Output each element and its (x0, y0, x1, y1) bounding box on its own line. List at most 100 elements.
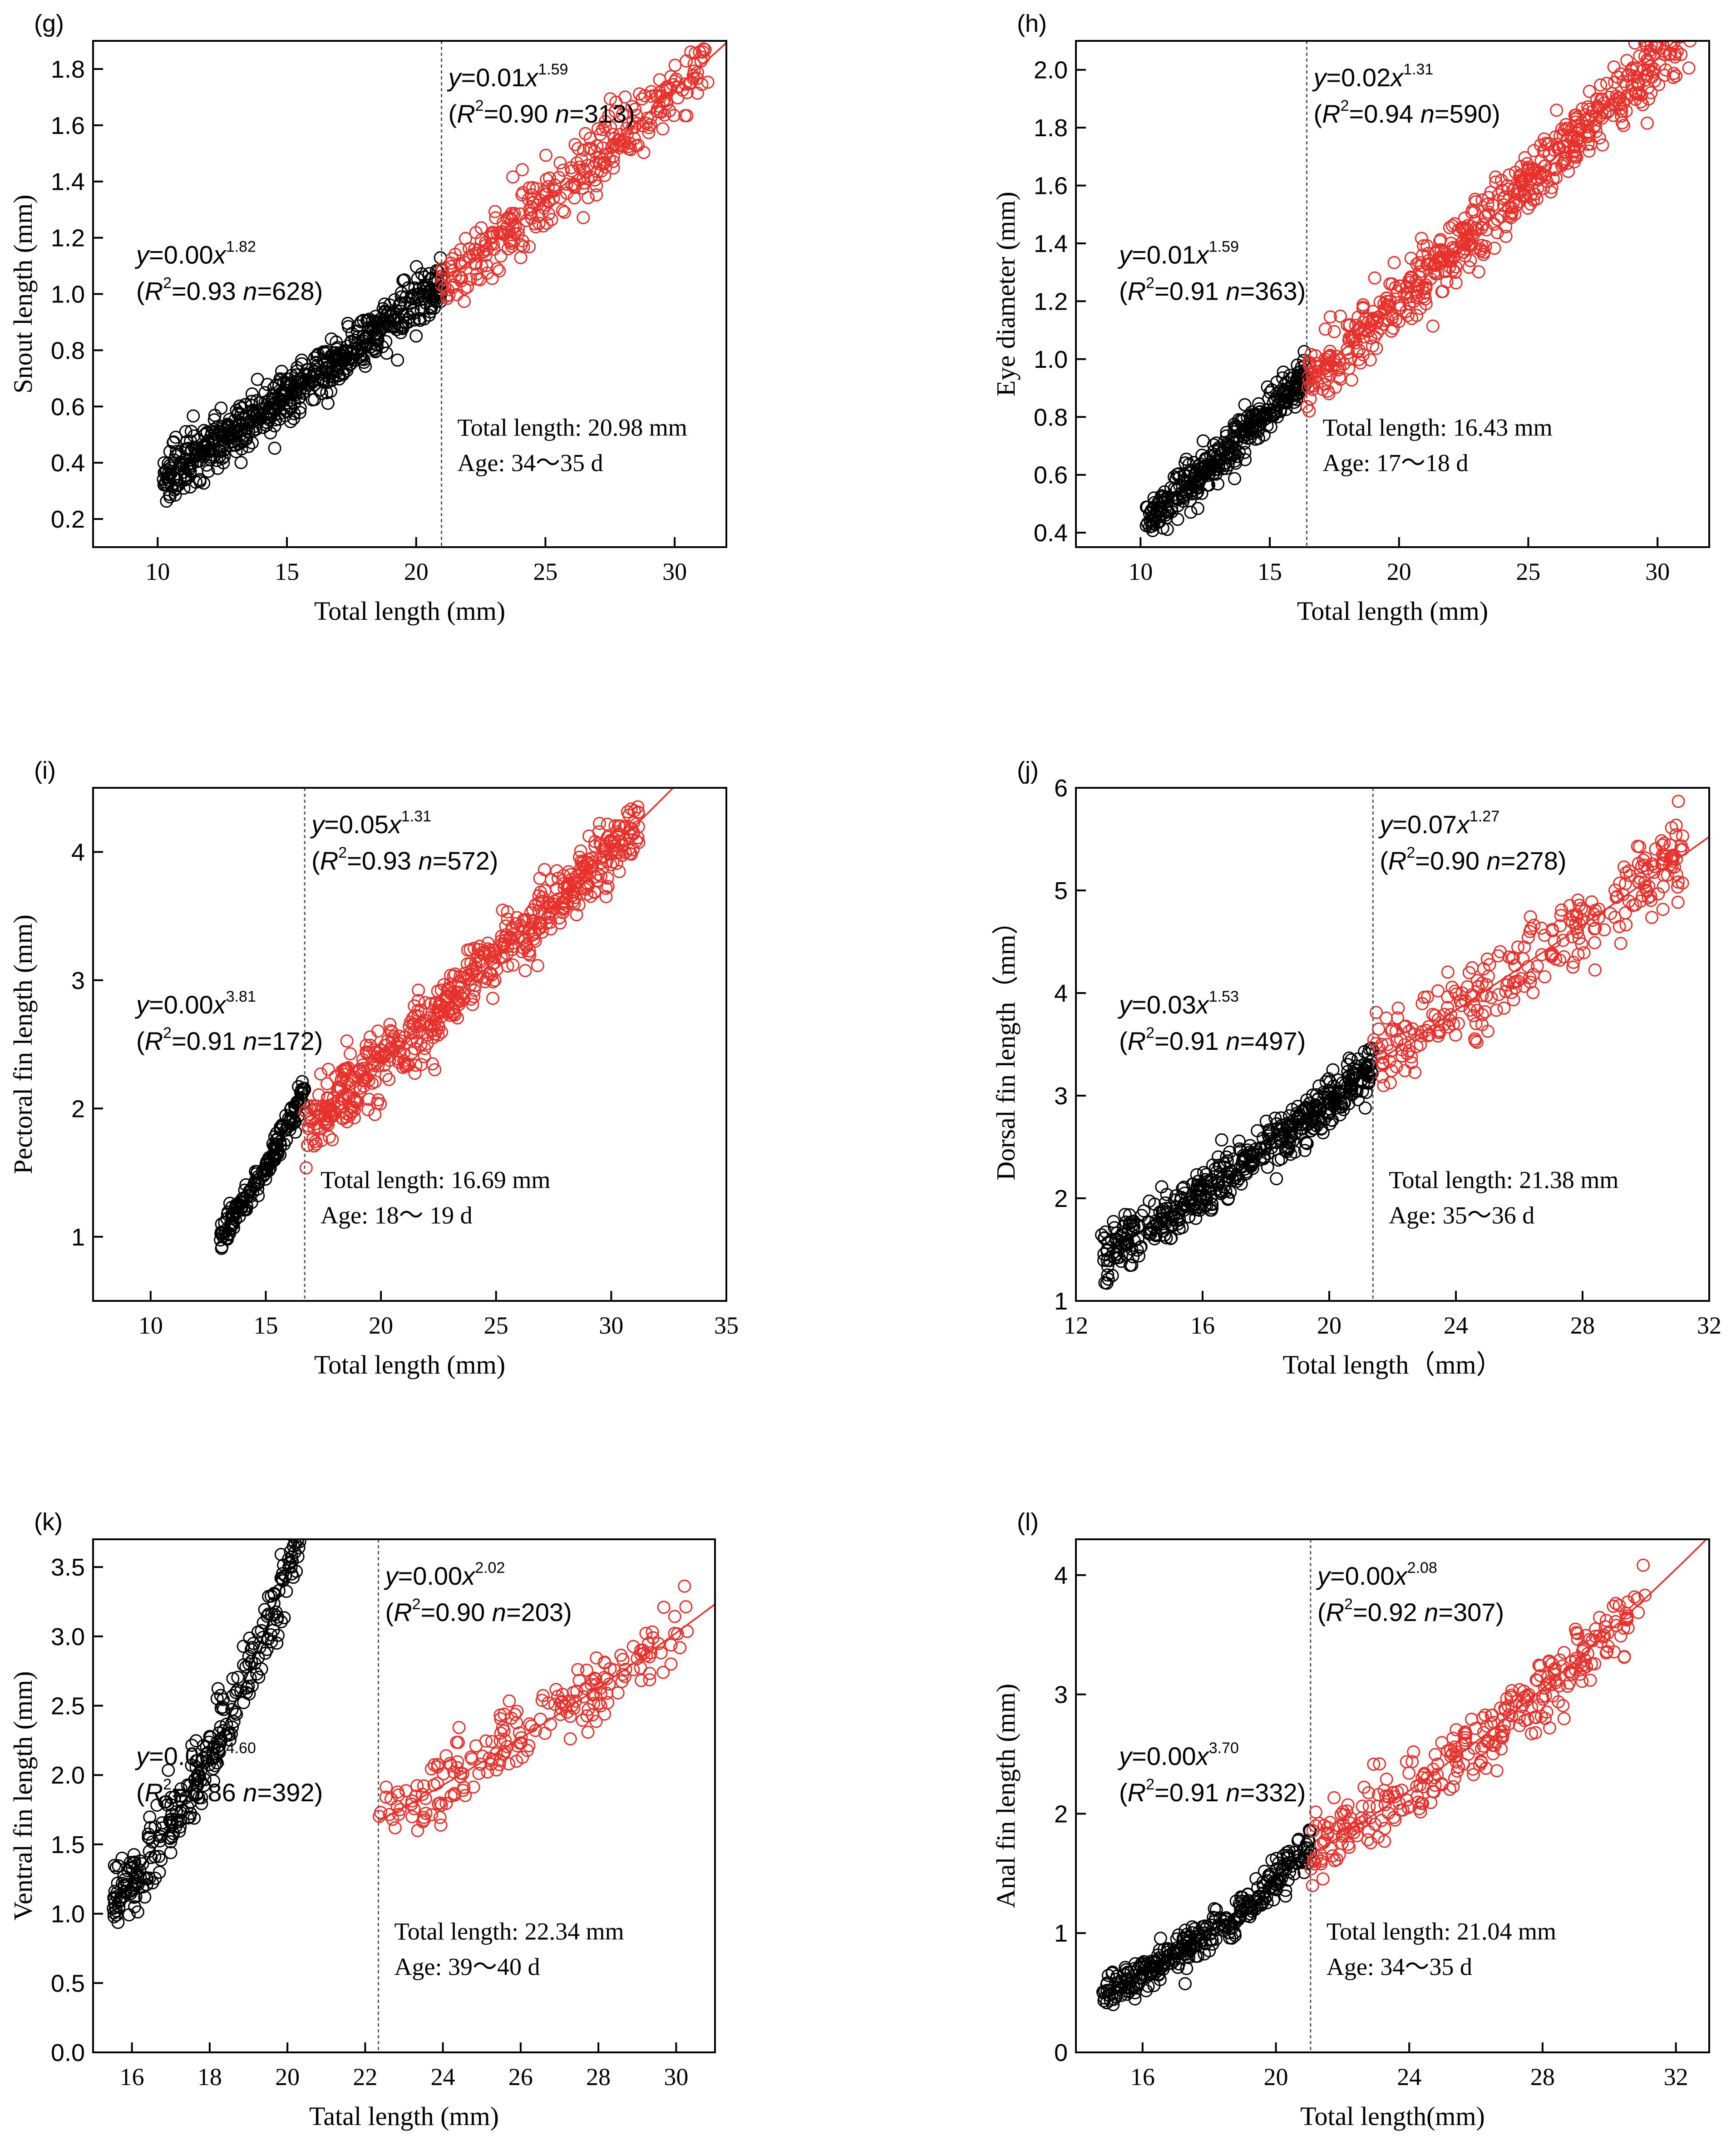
data-point (623, 136, 636, 150)
data-point (1458, 249, 1472, 262)
data-point (1322, 1072, 1335, 1086)
data-point (193, 474, 207, 488)
data-point (1227, 425, 1241, 439)
data-point (570, 908, 583, 921)
data-point (245, 387, 259, 401)
data-point (108, 1901, 122, 1914)
threshold-age: Age: 18～ 19 d (321, 1201, 472, 1229)
data-point (487, 944, 501, 957)
data-point (571, 1663, 585, 1676)
data-point (1585, 895, 1598, 909)
data-point (352, 1298, 364, 1310)
data-point (1568, 1654, 1582, 1668)
y-tick-label: 3 (1054, 1082, 1068, 1110)
data-point (262, 1151, 276, 1164)
data-point (653, 73, 666, 87)
x-tick-label: 25 (1516, 558, 1540, 585)
data-point (448, 1787, 461, 1800)
data-point (227, 1715, 241, 1728)
data-point (1246, 421, 1260, 435)
data-point (634, 1661, 647, 1675)
data-point (564, 868, 577, 881)
data-point (524, 906, 538, 919)
data-point (245, 1679, 259, 1693)
data-point (292, 1517, 304, 1529)
data-point (1113, 1982, 1127, 1996)
juvenile-fit-line (1100, 1068, 1374, 1257)
data-point (362, 1292, 374, 1304)
data-point (1262, 1129, 1275, 1143)
data-point (304, 1503, 316, 1514)
data-point (1407, 1745, 1420, 1759)
data-point (591, 122, 605, 136)
data-point (534, 885, 547, 899)
data-point (371, 333, 385, 346)
data-point (110, 1908, 123, 1922)
data-point (664, 1657, 678, 1671)
data-point (321, 396, 335, 410)
data-point (1184, 1930, 1197, 1943)
y-tick-label: 1.4 (51, 168, 85, 196)
data-point (1105, 1233, 1118, 1246)
data-point (169, 449, 182, 463)
data-point (1306, 1824, 1320, 1838)
data-point (1305, 1101, 1319, 1115)
data-point (412, 984, 425, 997)
adult-fit-line (378, 1603, 715, 1822)
data-point (356, 1331, 368, 1343)
data-point (207, 413, 221, 427)
data-point (121, 1864, 134, 1878)
data-point (1300, 1137, 1314, 1150)
y-tick-label: 1.6 (1034, 173, 1068, 200)
data-point (419, 1807, 433, 1820)
data-point (1480, 978, 1493, 992)
data-point (458, 295, 471, 308)
data-point (408, 1042, 422, 1055)
fit-annotation-juvenile: y=0.03x1.53(R2=0.91 n=497) (1117, 988, 1306, 1055)
adult-points (1367, 795, 1689, 1092)
data-point (1613, 876, 1627, 890)
panel-k: (k)16 18 20 22 24 26 28 300.00.51.01.52.02.53.0… (8, 1292, 716, 2131)
data-point (1557, 950, 1571, 964)
data-point (1215, 1133, 1228, 1147)
juvenile-fit-line (1102, 1844, 1312, 1994)
data-point (1460, 980, 1474, 993)
fit-annotation-juvenile-equation: y=0.03x1.53 (1117, 988, 1239, 1019)
data-point (1577, 1661, 1590, 1675)
data-point (459, 232, 472, 245)
data-point (379, 1790, 393, 1804)
data-point (1323, 368, 1337, 382)
data-point (1517, 189, 1531, 203)
panel-label: (i) (34, 757, 56, 784)
data-point (302, 1495, 314, 1507)
data-point (388, 1821, 402, 1834)
data-point (646, 1625, 659, 1639)
data-point (1166, 1218, 1179, 1231)
data-point (1518, 151, 1532, 164)
data-point (657, 1601, 671, 1614)
data-point (1446, 1731, 1460, 1745)
data-point (577, 211, 590, 224)
data-point (1601, 1626, 1614, 1640)
data-point (1299, 1136, 1312, 1149)
data-point (1638, 1588, 1652, 1602)
data-point (642, 121, 656, 134)
data-point (1311, 1113, 1325, 1127)
data-point (1223, 1145, 1237, 1159)
data-point (556, 204, 569, 217)
x-tick-label: 20 (1317, 1312, 1341, 1339)
data-point (1401, 1047, 1414, 1061)
data-point (326, 1440, 337, 1452)
data-point (1318, 322, 1332, 336)
data-point (162, 1764, 175, 1777)
data-point (1176, 1932, 1190, 1945)
x-tick-label: 18 (197, 2063, 222, 2091)
data-point (115, 1851, 129, 1865)
data-point (1605, 87, 1619, 100)
data-point (1169, 1189, 1183, 1203)
data-point (1485, 1709, 1499, 1722)
data-point (123, 1884, 136, 1898)
data-point (1581, 100, 1595, 114)
data-point (267, 1588, 281, 1601)
